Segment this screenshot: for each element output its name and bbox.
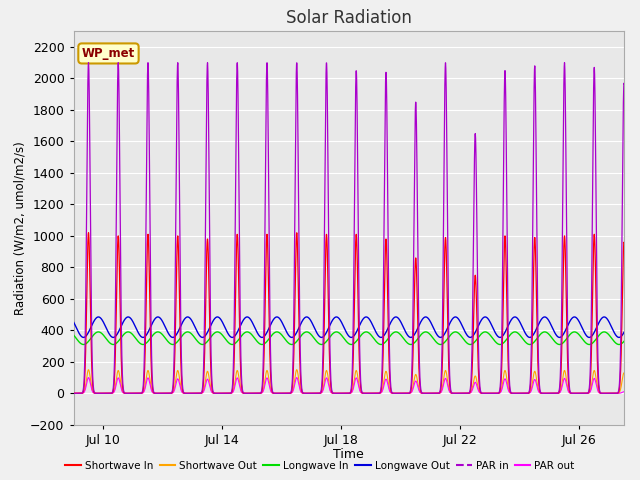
Y-axis label: Radiation (W/m2, umol/m2/s): Radiation (W/m2, umol/m2/s) (13, 141, 26, 315)
Text: WP_met: WP_met (82, 47, 135, 60)
Title: Solar Radiation: Solar Radiation (286, 9, 412, 27)
Legend: Shortwave In, Shortwave Out, Longwave In, Longwave Out, PAR in, PAR out: Shortwave In, Shortwave Out, Longwave In… (61, 456, 579, 475)
X-axis label: Time: Time (333, 448, 364, 461)
